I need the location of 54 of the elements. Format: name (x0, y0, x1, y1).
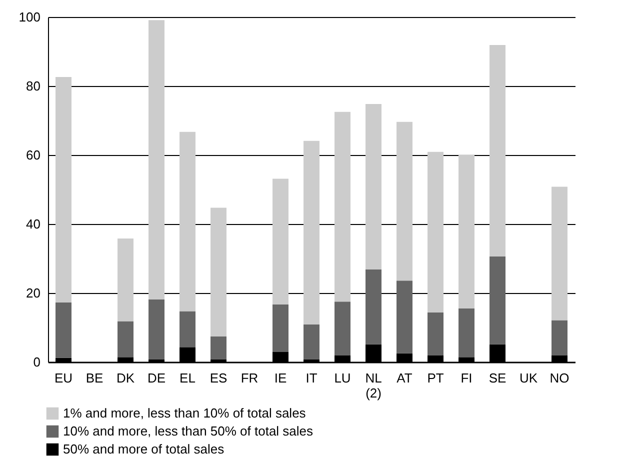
legend-label: 50% and more of total sales (63, 442, 225, 456)
y-tick-label: 80 (26, 78, 40, 94)
bar (366, 270, 382, 344)
x-tick-label: NL (2) (365, 370, 382, 400)
bar (396, 122, 412, 281)
x-tick-label: NO (550, 370, 570, 386)
x-tick-label: SE (488, 370, 506, 386)
x-tick-label: DE (147, 370, 166, 386)
bar (458, 154, 474, 309)
bar (490, 256, 506, 344)
x-tick-label: BE (86, 370, 104, 386)
bar (272, 178, 288, 304)
y-tick-label: 0 (33, 354, 40, 370)
bar (210, 336, 226, 360)
legend-label: 10% and more, less than 50% of total sales (63, 424, 314, 438)
bar (180, 132, 196, 312)
bar (458, 308, 474, 358)
bar (148, 300, 164, 360)
bar (118, 238, 134, 322)
bar (148, 20, 164, 300)
x-tick-label: AT (396, 370, 412, 386)
bar (334, 302, 350, 356)
bar (56, 302, 72, 358)
y-tick-label: 40 (26, 216, 40, 232)
bar (272, 304, 288, 352)
x-tick-label: EU (54, 370, 73, 386)
x-tick-label: UK (519, 370, 538, 386)
bar (334, 112, 350, 302)
bar (210, 208, 226, 336)
x-tick-label: DK (116, 370, 135, 386)
bar (56, 77, 72, 302)
bar (304, 324, 320, 360)
bar (552, 186, 568, 320)
y-tick-label: 100 (18, 10, 40, 24)
bar (428, 312, 444, 356)
x-tick-label: IE (274, 370, 287, 386)
x-tick-label: ES (210, 370, 228, 386)
bar (118, 321, 134, 358)
x-tick-label: EL (180, 370, 196, 386)
x-tick-label: PT (427, 370, 444, 386)
bar (396, 280, 412, 354)
bar (366, 104, 382, 270)
bar (180, 311, 196, 348)
bar (552, 320, 568, 356)
bar (304, 140, 320, 324)
x-tick-label: IT (306, 370, 318, 386)
x-tick-label: FI (460, 370, 472, 386)
legend-label: 1% and more, less than 10% of total sales (63, 406, 306, 420)
bar (490, 44, 506, 256)
bar (428, 152, 444, 312)
y-tick-label: 20 (26, 286, 40, 300)
x-tick-label: LU (334, 370, 351, 386)
x-tick-label: FR (240, 370, 258, 386)
y-tick-label: 60 (26, 148, 40, 162)
